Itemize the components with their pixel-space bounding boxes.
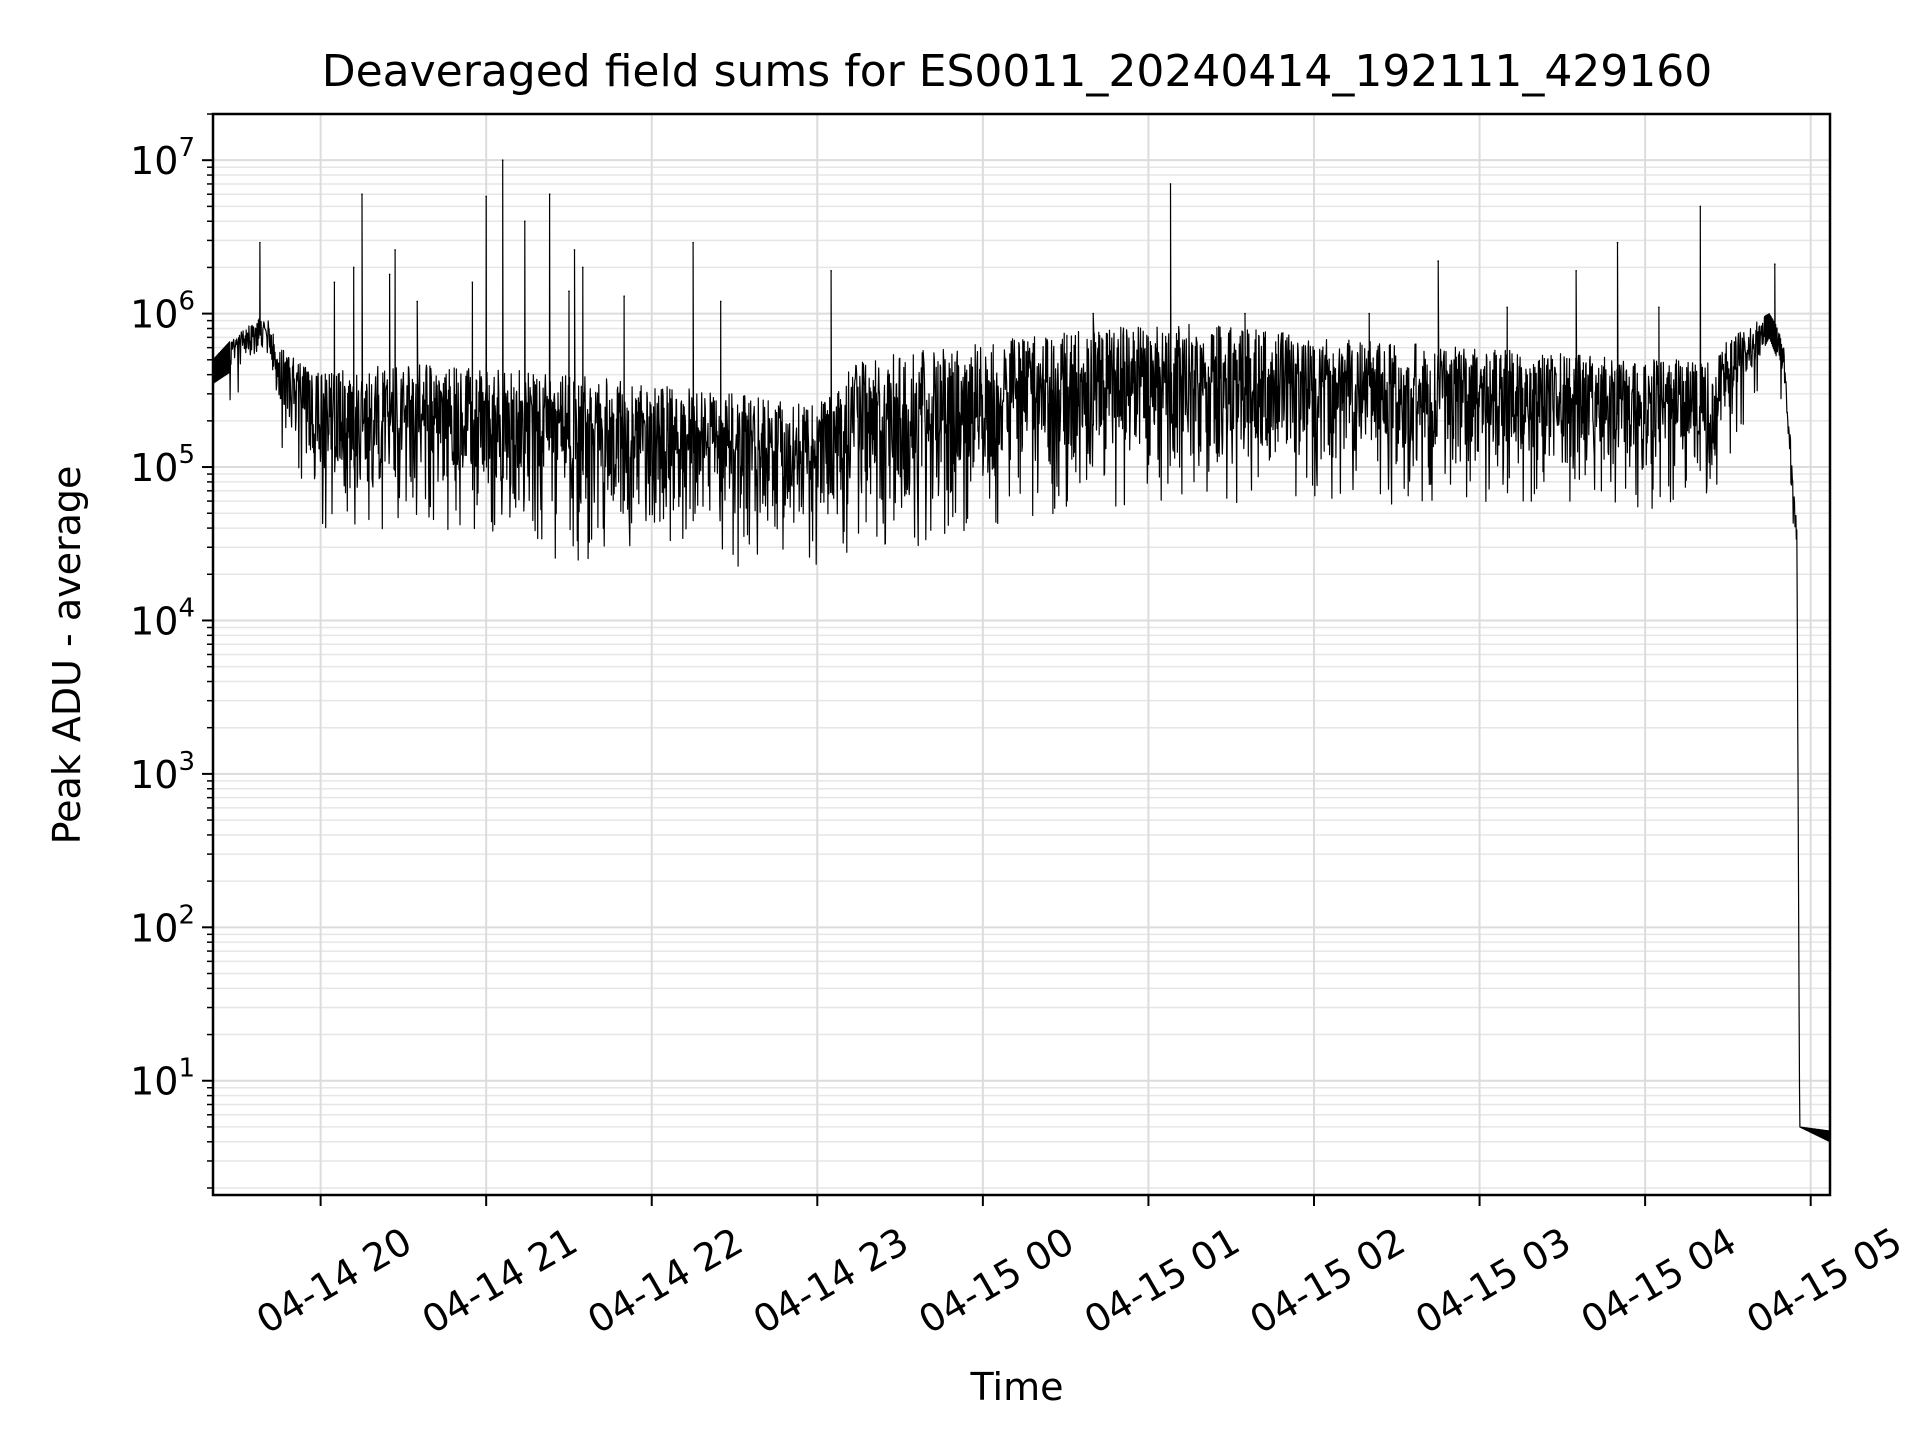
spike-point <box>1774 263 1776 265</box>
spike-point <box>1575 270 1577 272</box>
spike-point <box>501 159 504 161</box>
spike-point <box>333 281 336 284</box>
series-line-0 <box>212 159 1831 1142</box>
spike-point <box>581 266 584 269</box>
spike-point <box>259 241 261 244</box>
chart-title: Deaveraged field sums for ES0011_2024041… <box>322 46 1713 97</box>
y-tick-label: 107 <box>130 133 195 183</box>
y-tick-label: 104 <box>130 593 195 643</box>
spike-point <box>1699 205 1702 208</box>
spike-point <box>1658 306 1660 309</box>
spike-point <box>1169 183 1172 185</box>
y-tick-label: 101 <box>130 1054 195 1104</box>
spike-point <box>352 266 355 269</box>
spike-point <box>692 241 694 244</box>
spike-point <box>485 195 487 198</box>
spike-point <box>1437 260 1439 262</box>
y-tick-label: 102 <box>130 900 195 950</box>
grid <box>213 113 1830 1195</box>
spike-point <box>471 281 474 284</box>
spike-point <box>548 193 551 196</box>
spike-point <box>1092 312 1095 315</box>
spike-point <box>1616 241 1619 244</box>
y-tick-label: 103 <box>130 747 195 797</box>
spike-point <box>1368 312 1370 315</box>
spike-point <box>623 295 625 297</box>
spike-point <box>830 270 832 272</box>
y-tick-label: 105 <box>130 440 195 490</box>
spike-point <box>568 290 570 292</box>
spike-point <box>361 193 363 196</box>
spike-point <box>573 249 576 251</box>
y-tick-label: 106 <box>130 287 195 337</box>
spike-point <box>1506 306 1508 309</box>
plot-area <box>212 159 1831 1142</box>
y-axis-label: Peak ADU - average <box>45 466 89 845</box>
spike-point <box>719 300 722 303</box>
spike-point <box>416 300 418 303</box>
spike-point <box>524 220 526 223</box>
spike-point <box>1244 312 1246 315</box>
spike-point <box>388 273 391 276</box>
spike-point <box>394 249 396 251</box>
x-axis-label: Time <box>970 1365 1064 1409</box>
